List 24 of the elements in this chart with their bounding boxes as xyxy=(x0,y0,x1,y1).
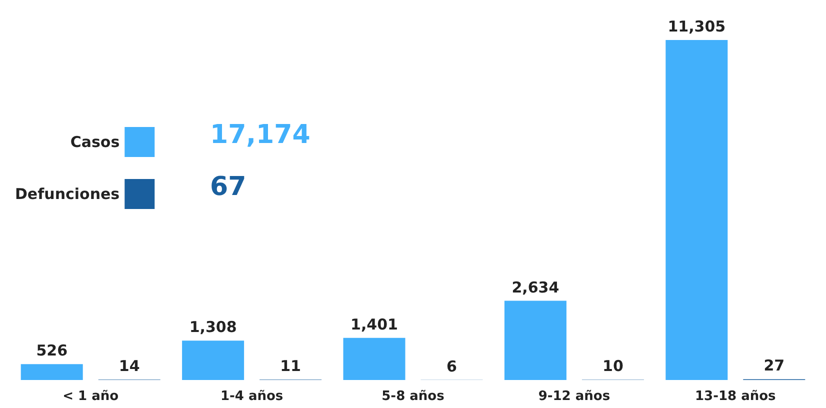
legend-label: Defunciones xyxy=(14,185,120,203)
data-label: 10 xyxy=(602,357,624,376)
annotation: 67 xyxy=(210,172,246,202)
data-label: 526 xyxy=(36,342,68,360)
data-label: 11 xyxy=(280,357,301,376)
x-tick-label: 9-12 años xyxy=(538,389,610,404)
bar xyxy=(504,300,566,380)
legend-label: Casos xyxy=(70,133,120,151)
x-tick-label: 5-8 años xyxy=(382,389,445,404)
data-label: 2,634 xyxy=(512,278,560,296)
bar xyxy=(343,338,406,380)
data-label: 1,308 xyxy=(189,318,237,336)
data-label: 1,401 xyxy=(350,315,398,334)
x-tick-label: 13-18 años xyxy=(694,389,776,404)
x-tick-label: < 1 año xyxy=(62,389,119,404)
x-tick-label: 1-4 años xyxy=(220,389,284,404)
bar xyxy=(666,40,728,380)
data-label: 6 xyxy=(446,357,457,376)
data-label: 11,305 xyxy=(668,18,726,36)
data-label: 27 xyxy=(764,356,785,375)
bar xyxy=(182,340,244,380)
annotation: 17,174 xyxy=(210,120,310,150)
data-label: 14 xyxy=(118,357,140,376)
bar xyxy=(20,364,83,380)
